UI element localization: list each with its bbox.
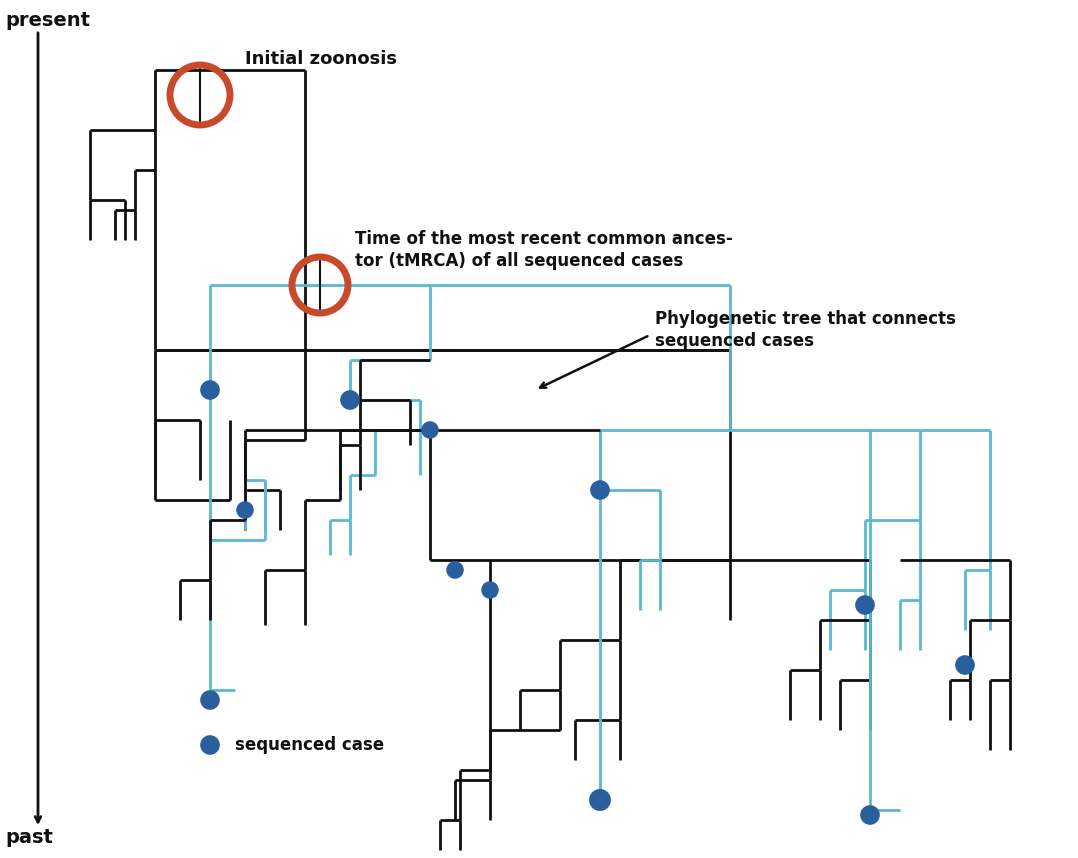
Text: past: past	[5, 828, 53, 847]
Point	[342, 393, 359, 407]
Point	[236, 503, 253, 517]
Point	[861, 808, 879, 822]
Point	[482, 583, 499, 597]
Point	[592, 793, 609, 807]
Point	[421, 423, 439, 437]
Point	[202, 693, 219, 707]
Point	[592, 483, 609, 497]
Point	[202, 384, 219, 397]
Text: present: present	[5, 11, 89, 30]
Text: sequenced case: sequenced case	[235, 736, 384, 754]
Point	[446, 563, 464, 577]
Text: Phylogenetic tree that connects
sequenced cases: Phylogenetic tree that connects sequence…	[655, 310, 956, 350]
Point	[956, 658, 973, 672]
Text: Initial zoonosis: Initial zoonosis	[245, 50, 397, 68]
Point	[202, 738, 219, 752]
Text: Time of the most recent common ances-
tor (tMRCA) of all sequenced cases: Time of the most recent common ances- to…	[355, 230, 733, 270]
Point	[856, 598, 873, 612]
